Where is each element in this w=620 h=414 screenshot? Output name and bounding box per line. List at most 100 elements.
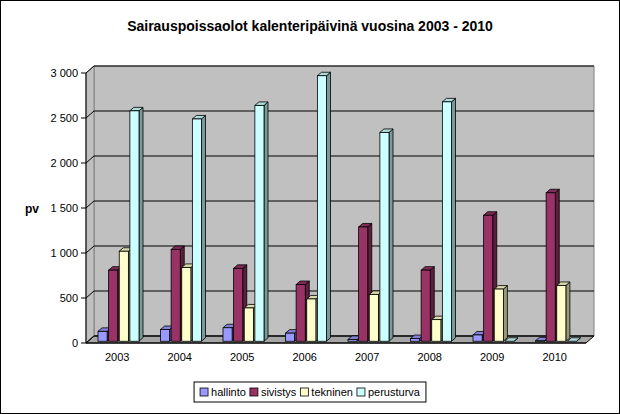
- bar: [223, 328, 232, 342]
- bar: [234, 268, 243, 341]
- bar-side: [264, 102, 268, 341]
- bar-top: [234, 265, 247, 269]
- bar-top: [505, 338, 518, 342]
- grid-line: [86, 246, 594, 253]
- bar-3d: [192, 115, 205, 341]
- bar: [286, 333, 295, 341]
- bar-top: [557, 282, 570, 286]
- bar: [171, 249, 180, 341]
- grid-line: [86, 66, 594, 73]
- bar: [119, 251, 128, 341]
- bar-3d: [567, 338, 580, 342]
- bar: [484, 215, 493, 341]
- bar: [192, 119, 201, 341]
- bar-side: [452, 98, 456, 341]
- bar-side: [327, 72, 331, 341]
- bar: [557, 285, 566, 341]
- bar-top: [296, 281, 309, 285]
- category-label: 2005: [230, 351, 254, 363]
- bar-3d: [130, 107, 143, 341]
- tick-mark: [81, 208, 86, 209]
- bar: [307, 299, 316, 341]
- bar: [348, 339, 357, 341]
- legend-label: sivistys: [261, 386, 297, 398]
- legend-label: perusturva: [368, 386, 421, 398]
- tick-label: 3 000: [50, 67, 78, 79]
- bar: [369, 294, 378, 341]
- bar-top: [494, 286, 507, 290]
- grid-line: [86, 111, 594, 118]
- tick-mark: [81, 163, 86, 164]
- bar: [98, 331, 107, 341]
- tick-label: 1 500: [50, 202, 78, 214]
- category-label: 2004: [168, 351, 192, 363]
- bar-top: [421, 267, 434, 271]
- tick-label: 0: [72, 337, 78, 349]
- bar: [359, 227, 368, 341]
- title: Sairauspoissaolot kalenteripäivinä vuosi…: [127, 18, 493, 34]
- bar-3d: [380, 129, 393, 341]
- tick-mark: [81, 118, 86, 119]
- bar: [161, 330, 170, 342]
- tick-label: 500: [60, 292, 78, 304]
- category-label: 2007: [355, 351, 379, 363]
- bar-side: [139, 107, 143, 341]
- legend-swatch: [200, 388, 208, 396]
- legend-label: hallinto: [211, 386, 246, 398]
- bar-side: [389, 129, 393, 341]
- chart-frame: [1, 1, 620, 414]
- bar-side: [202, 115, 206, 341]
- bar-3d: [557, 282, 570, 341]
- tick-label: 2 500: [50, 112, 78, 124]
- bar-3d: [494, 286, 507, 342]
- bar-top: [359, 223, 372, 227]
- bar-top: [484, 212, 497, 216]
- x-axis: [86, 343, 586, 344]
- bar-top: [567, 338, 580, 342]
- legend-swatch: [357, 388, 365, 396]
- grid-line: [86, 156, 594, 163]
- category-label: 2003: [105, 351, 129, 363]
- bar-top: [380, 129, 393, 133]
- bar: [421, 270, 430, 341]
- bars: [98, 72, 581, 341]
- y-axis-label: pv: [25, 202, 39, 216]
- legend-label: tekninen: [311, 386, 353, 398]
- bar-top: [546, 189, 559, 193]
- tick-mark: [81, 253, 86, 254]
- category-label: 2010: [543, 351, 567, 363]
- bar: [432, 320, 441, 342]
- bar: [109, 270, 118, 341]
- bar: [505, 341, 514, 342]
- legend-swatch: [300, 388, 308, 396]
- legend-box: [194, 382, 426, 402]
- bar-top: [192, 115, 205, 119]
- category-label: 2009: [480, 351, 504, 363]
- bar: [442, 102, 451, 341]
- tick-mark: [81, 343, 86, 344]
- bar-top: [442, 98, 455, 102]
- bar: [494, 289, 503, 341]
- bar-top: [255, 102, 268, 106]
- category-label: 2008: [418, 351, 442, 363]
- tick-label: 2 000: [50, 157, 78, 169]
- bar: [182, 267, 191, 341]
- bar: [130, 111, 139, 341]
- bar: [296, 285, 305, 342]
- bar: [536, 340, 545, 341]
- category-label: 2006: [293, 351, 317, 363]
- grid-line: [86, 201, 594, 208]
- bar-side: [503, 286, 507, 342]
- bar: [567, 341, 576, 342]
- bar: [546, 193, 555, 342]
- bar-3d: [317, 72, 330, 341]
- legend-swatch: [250, 388, 258, 396]
- bar-3d: [255, 102, 268, 341]
- bar-top: [317, 72, 330, 76]
- tick-mark: [81, 298, 86, 299]
- bar-top: [171, 246, 184, 250]
- legend: hallinto sivistys tekninen perusturva: [194, 382, 426, 402]
- bar: [380, 132, 389, 341]
- bar: [255, 105, 264, 341]
- bar-top: [130, 107, 143, 111]
